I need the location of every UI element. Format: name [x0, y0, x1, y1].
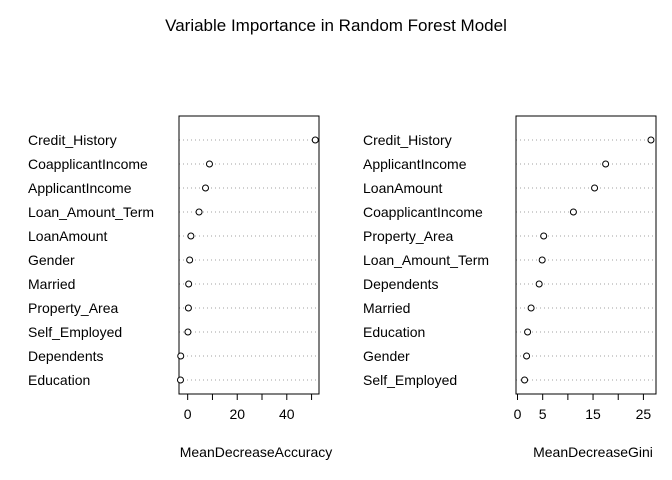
category-label: Credit_History — [28, 132, 117, 148]
data-point — [205, 160, 213, 168]
data-point — [524, 328, 532, 336]
category-label: Married — [363, 300, 410, 316]
data-point — [540, 232, 548, 240]
data-point — [521, 376, 529, 384]
data-point — [187, 232, 195, 240]
data-point — [569, 208, 577, 216]
x-tick-label: 25 — [636, 406, 652, 422]
category-label: Married — [28, 276, 75, 292]
x-axis-label: MeanDecreaseGini — [533, 444, 653, 460]
category-label: Self_Employed — [363, 372, 457, 388]
data-point — [184, 304, 192, 312]
x-axis-label: MeanDecreaseAccuracy — [180, 444, 333, 460]
data-point — [527, 304, 535, 312]
x-tick-label: 0 — [184, 406, 192, 422]
category-label: Gender — [363, 348, 410, 364]
data-point — [195, 208, 203, 216]
data-point — [177, 352, 185, 360]
data-point — [186, 256, 194, 264]
category-label: ApplicantIncome — [363, 156, 467, 172]
category-label: Education — [28, 372, 90, 388]
x-tick-label: 0 — [514, 406, 522, 422]
category-label: Education — [363, 324, 425, 340]
category-label: Property_Area — [363, 228, 453, 244]
data-point — [202, 184, 210, 192]
category-label: CoapplicantIncome — [363, 204, 483, 220]
data-point — [311, 136, 319, 144]
category-label: Dependents — [28, 348, 104, 364]
data-point — [184, 328, 192, 336]
data-point — [602, 160, 610, 168]
category-label: CoapplicantIncome — [28, 156, 148, 172]
category-label: LoanAmount — [363, 180, 443, 196]
data-point — [176, 376, 184, 384]
data-point — [538, 256, 546, 264]
category-label: Loan_Amount_Term — [363, 252, 489, 268]
category-label: LoanAmount — [28, 228, 108, 244]
category-label: Loan_Amount_Term — [28, 204, 154, 220]
category-label: ApplicantIncome — [28, 180, 132, 196]
plot-frame — [515, 115, 657, 395]
category-label: Gender — [28, 252, 75, 268]
data-point — [523, 352, 531, 360]
chart-title: Variable Importance in Random Forest Mod… — [165, 16, 507, 35]
data-point — [535, 280, 543, 288]
plot-frame — [178, 115, 320, 395]
x-tick-label: 15 — [585, 406, 601, 422]
data-point — [185, 280, 193, 288]
category-label: Property_Area — [28, 300, 118, 316]
x-tick-label: 5 — [539, 406, 547, 422]
x-tick-label: 20 — [229, 406, 245, 422]
data-point — [647, 136, 655, 144]
data-point — [591, 184, 599, 192]
category-label: Self_Employed — [28, 324, 122, 340]
category-label: Credit_History — [363, 132, 452, 148]
category-label: Dependents — [363, 276, 439, 292]
x-tick-label: 40 — [279, 406, 295, 422]
